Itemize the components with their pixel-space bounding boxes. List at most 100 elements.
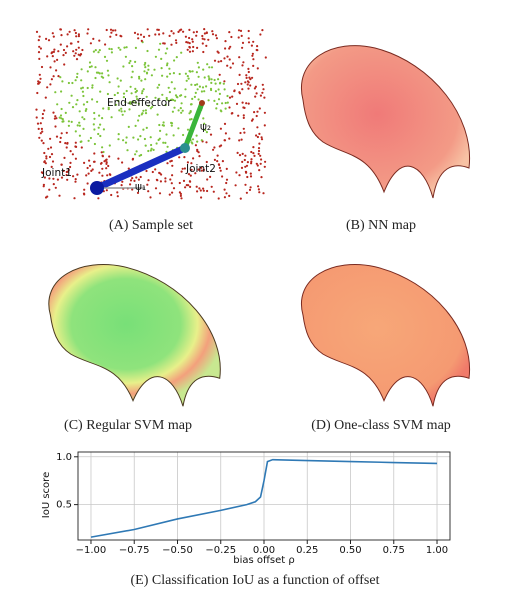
sample-dot bbox=[45, 157, 48, 160]
sample-dot bbox=[189, 103, 193, 106]
sample-dot bbox=[254, 85, 257, 88]
sample-dot bbox=[193, 95, 196, 98]
sample-dot bbox=[217, 163, 220, 166]
sample-dot bbox=[160, 173, 163, 176]
sample-dot bbox=[165, 64, 169, 67]
sample-dot bbox=[250, 160, 253, 163]
sample-dot bbox=[212, 190, 215, 193]
sample-dot bbox=[222, 82, 225, 85]
sample-dot bbox=[244, 81, 247, 84]
sample-dot bbox=[220, 110, 223, 113]
sample-dot bbox=[66, 33, 69, 36]
sample-dot bbox=[37, 39, 40, 42]
sample-dot bbox=[255, 92, 258, 95]
sample-dot bbox=[191, 97, 194, 100]
sample-dot bbox=[87, 172, 90, 175]
sample-dot bbox=[88, 65, 91, 69]
sample-dot bbox=[42, 185, 45, 188]
sample-dot bbox=[165, 133, 168, 136]
sample-dot bbox=[253, 111, 256, 114]
sample-dot bbox=[91, 98, 94, 101]
sample-dot bbox=[255, 134, 258, 137]
sample-dot bbox=[210, 81, 213, 84]
sample-dot bbox=[208, 77, 211, 80]
sample-dot bbox=[140, 79, 143, 82]
sample-dot bbox=[41, 112, 45, 116]
sample-dot bbox=[49, 83, 52, 86]
caption-c: (C) Regular SVM map bbox=[64, 418, 192, 433]
sample-dot bbox=[203, 122, 206, 125]
sample-dot bbox=[86, 32, 89, 35]
sample-dot bbox=[94, 49, 97, 52]
sample-dot bbox=[116, 77, 119, 80]
sample-dot bbox=[70, 94, 73, 97]
sample-dot bbox=[58, 116, 61, 119]
sample-dot bbox=[127, 125, 130, 128]
sample-dot bbox=[135, 176, 138, 179]
sample-dot bbox=[134, 87, 137, 90]
sample-dot bbox=[238, 56, 241, 59]
sample-dot bbox=[85, 108, 88, 111]
sample-dot bbox=[171, 191, 174, 194]
sample-dot bbox=[74, 178, 77, 181]
sample-dot bbox=[148, 34, 151, 37]
x-tick-label: 0.00 bbox=[253, 545, 275, 556]
sample-dot bbox=[135, 95, 138, 98]
sample-dot bbox=[101, 167, 104, 170]
sample-dot bbox=[102, 128, 105, 131]
sample-dot bbox=[136, 33, 139, 36]
caption-d: (D) One-class SVM map bbox=[311, 418, 451, 433]
sample-dot bbox=[206, 178, 209, 181]
sample-dot bbox=[158, 97, 161, 100]
sample-dot bbox=[39, 132, 42, 135]
sample-dot bbox=[172, 134, 175, 137]
sample-dot bbox=[122, 92, 126, 95]
sample-dot bbox=[80, 87, 83, 90]
sample-dot bbox=[134, 124, 137, 127]
sample-dot bbox=[116, 195, 119, 198]
sample-dot bbox=[116, 91, 119, 95]
sample-dot bbox=[75, 48, 78, 51]
sample-dot bbox=[114, 29, 117, 32]
sample-dot bbox=[97, 126, 100, 129]
sample-dot bbox=[110, 116, 113, 119]
sample-dot bbox=[62, 169, 65, 172]
sample-dot bbox=[178, 181, 181, 185]
sample-dot bbox=[182, 30, 185, 33]
sample-dot bbox=[170, 159, 173, 162]
sample-dot bbox=[98, 49, 101, 52]
sample-dot bbox=[215, 107, 218, 110]
sample-dot bbox=[257, 147, 261, 150]
sample-dot bbox=[245, 164, 249, 167]
sample-dot bbox=[218, 73, 221, 76]
sample-dot bbox=[91, 84, 94, 87]
sample-dot bbox=[105, 59, 109, 62]
sample-dot bbox=[42, 142, 45, 145]
sample-dot bbox=[189, 174, 192, 177]
sample-dot bbox=[180, 94, 183, 97]
sample-dot bbox=[80, 68, 83, 71]
sample-dot bbox=[143, 137, 146, 141]
sample-dot bbox=[110, 48, 113, 51]
sample-dot bbox=[145, 95, 148, 98]
sample-dot bbox=[258, 142, 261, 145]
sample-dot bbox=[141, 90, 144, 93]
sample-dot bbox=[194, 91, 197, 94]
sample-dot bbox=[130, 76, 133, 79]
label-psi2: ψ₂ bbox=[200, 121, 211, 133]
sample-dot bbox=[240, 138, 243, 141]
sample-dot bbox=[41, 117, 44, 120]
sample-dot bbox=[173, 59, 176, 62]
sample-dot bbox=[162, 141, 165, 144]
sample-dot bbox=[77, 46, 80, 49]
sample-dot bbox=[129, 102, 132, 105]
sample-dot bbox=[177, 127, 180, 130]
sample-dot bbox=[136, 98, 139, 101]
sample-dot bbox=[118, 109, 121, 112]
sample-dot bbox=[140, 92, 144, 95]
sample-dot bbox=[190, 141, 193, 144]
sample-dot bbox=[67, 120, 70, 123]
sample-dot bbox=[88, 164, 92, 167]
sample-dot bbox=[236, 151, 239, 154]
